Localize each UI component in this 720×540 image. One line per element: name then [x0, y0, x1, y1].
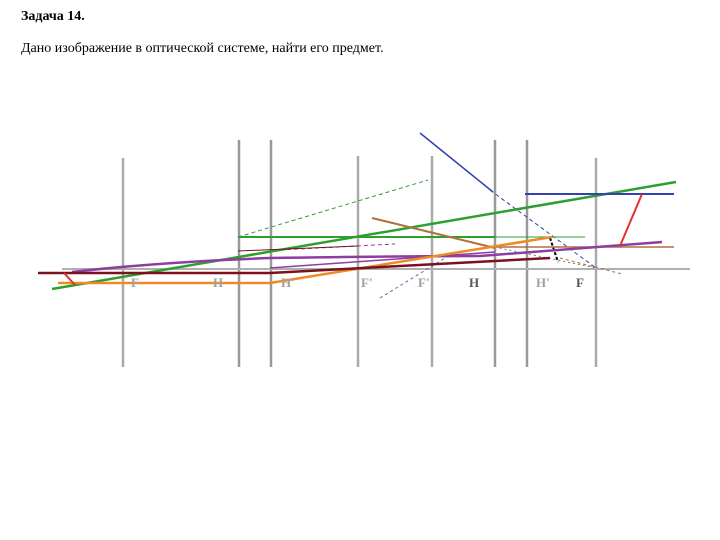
label-h2p: H': [536, 275, 550, 290]
label-h2: H: [469, 275, 479, 290]
blue-dashed-ray: [489, 189, 597, 269]
purple-ray-right: [479, 240, 663, 258]
image-arrow: [619, 193, 643, 247]
green-dashed-ray: [237, 179, 429, 238]
brown-ray-diagonal: [371, 217, 496, 249]
label-f2: F': [418, 275, 430, 290]
maroon-ray-thin: [237, 245, 359, 252]
task-statement: Дано изображение в оптической системе, н…: [21, 41, 384, 56]
label-f1p: F': [361, 275, 373, 290]
label-h1p: H': [281, 275, 295, 290]
label-h1: H: [213, 275, 223, 290]
gray-dashed-ray: [379, 254, 451, 299]
task-title: Задача 14.: [21, 9, 85, 24]
label-f1: F: [131, 275, 139, 290]
orange-ray-mid: [269, 235, 553, 285]
green-ray-main: [51, 180, 677, 291]
object-arrow: [63, 272, 76, 286]
maroon-ray-right: [269, 256, 551, 275]
purple-ray-thin: [269, 251, 496, 269]
blue-ray-diagonal: [419, 132, 494, 193]
label-f2p: F: [576, 275, 584, 290]
brown-dashed-ray: [559, 257, 623, 275]
